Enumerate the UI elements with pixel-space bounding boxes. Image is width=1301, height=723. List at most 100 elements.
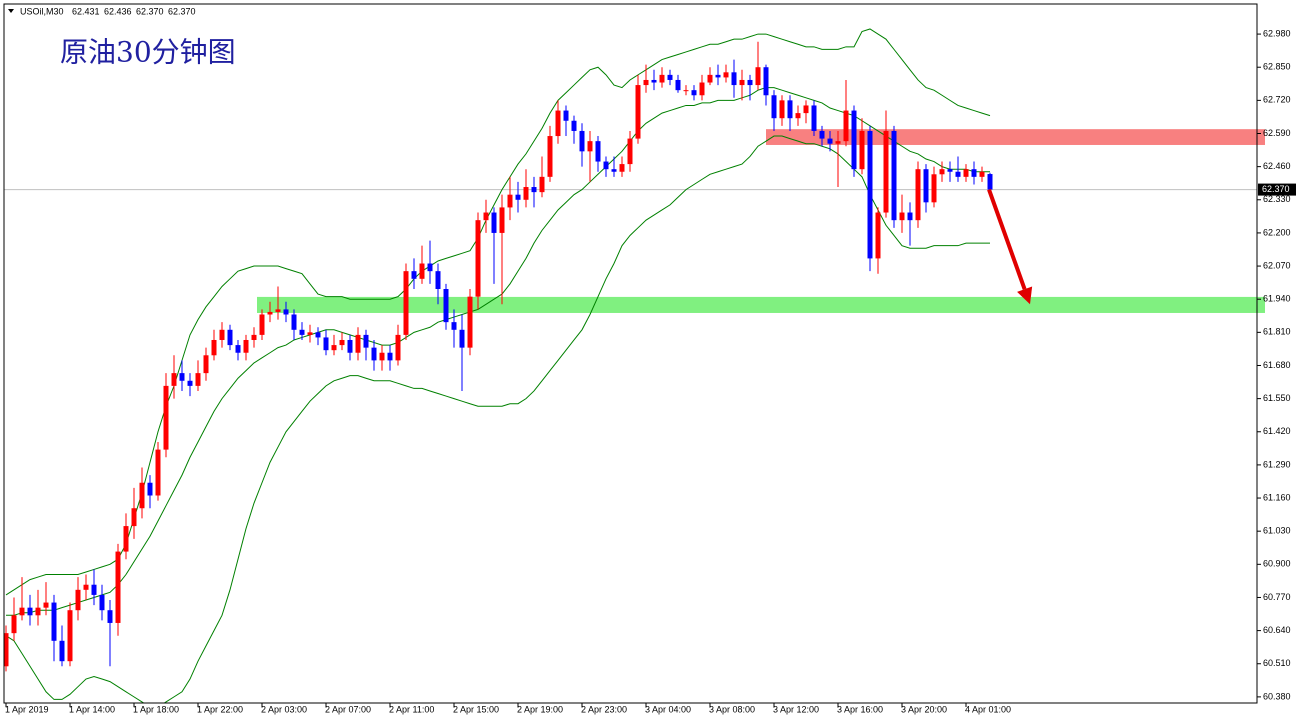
y-tick-label: 61.160: [1263, 492, 1291, 502]
candle-body: [891, 130, 897, 221]
y-tick-label: 60.900: [1263, 559, 1291, 569]
candle-body: [555, 110, 561, 137]
candle-body: [915, 169, 921, 221]
candle-body: [355, 334, 361, 353]
price-zone: [766, 129, 1265, 145]
x-tick-label: 3 Apr 04:00: [645, 704, 691, 714]
candle-body: [379, 352, 385, 361]
quote-high: 62.436: [104, 6, 132, 16]
quote-open: 62.431: [72, 6, 100, 16]
candle-body: [451, 322, 457, 330]
candle-body: [179, 373, 185, 381]
candle-body: [667, 74, 673, 80]
candle-body: [683, 90, 689, 92]
candle-body: [387, 352, 393, 361]
menu-icon: [8, 9, 14, 13]
candle-body: [131, 508, 137, 527]
candle-body: [987, 174, 993, 190]
y-tick-label: 62.330: [1263, 194, 1291, 204]
candle-body: [475, 220, 481, 297]
candle-body: [499, 207, 505, 233]
candle-body: [899, 212, 905, 221]
candle-body: [531, 187, 537, 193]
x-tick-label: 2 Apr 07:00: [325, 704, 371, 714]
arrow-head: [1017, 286, 1033, 305]
x-tick-label: 1 Apr 14:00: [69, 704, 115, 714]
candle-body: [243, 339, 249, 353]
candle-body: [835, 141, 841, 144]
candle-body: [691, 90, 697, 96]
candle-body: [67, 610, 73, 662]
candle-body: [275, 309, 281, 312]
candle-body: [203, 355, 209, 374]
candle-body: [875, 212, 881, 259]
candle-body: [395, 334, 401, 361]
candle-body: [307, 332, 313, 335]
candle-body: [267, 311, 273, 315]
x-tick-label: 4 Apr 01:00: [965, 704, 1011, 714]
quote-close: 62.370: [168, 6, 196, 16]
candle-body: [643, 79, 649, 86]
candle-body: [795, 113, 801, 119]
candle-body: [979, 171, 985, 177]
candle-body: [715, 74, 721, 78]
candle-body: [163, 385, 169, 450]
x-tick-label: 1 Apr 2019: [5, 704, 49, 714]
arrow-shaft: [987, 188, 1027, 290]
candle-body: [763, 67, 769, 96]
x-tick-label: 3 Apr 20:00: [901, 704, 947, 714]
candle-body: [859, 130, 865, 170]
y-tick-label: 61.810: [1263, 327, 1291, 337]
candle-body: [907, 212, 913, 221]
candle-body: [611, 169, 617, 172]
candle-body: [347, 339, 353, 353]
candle-body: [443, 289, 449, 323]
candle-body: [515, 194, 521, 200]
candle-body: [75, 589, 81, 611]
candle-body: [675, 79, 681, 91]
candle-body: [803, 105, 809, 114]
x-tick-label: 2 Apr 15:00: [453, 704, 499, 714]
y-tick-label: 60.640: [1263, 625, 1291, 635]
x-tick-label: 2 Apr 03:00: [261, 704, 307, 714]
candle-body: [547, 136, 553, 177]
candle-body: [259, 314, 265, 335]
candle-body: [755, 67, 761, 86]
candle-body: [947, 169, 953, 172]
current-price-box: [1258, 183, 1296, 196]
candle-body: [563, 110, 569, 121]
candle-body: [299, 329, 305, 335]
candle-body: [595, 141, 601, 162]
candle-body: [227, 329, 233, 346]
candle-body: [4, 633, 9, 667]
y-tick-label: 61.420: [1263, 426, 1291, 436]
candle-body: [107, 610, 113, 623]
candle-body: [187, 380, 193, 386]
x-tick-label: 1 Apr 18:00: [133, 704, 179, 714]
candle-body: [35, 607, 41, 616]
candle-body: [59, 640, 65, 662]
y-tick-label: 62.070: [1263, 260, 1291, 270]
candle-body: [627, 138, 633, 165]
candle-body: [19, 607, 25, 616]
candle-body: [211, 339, 217, 356]
band-line: [5, 135, 990, 703]
candle-body: [235, 345, 241, 353]
candle-body: [139, 482, 145, 509]
candle-body: [731, 72, 737, 86]
candle-body: [171, 373, 177, 386]
y-tick-label: 62.720: [1263, 95, 1291, 105]
candle-body: [867, 130, 873, 259]
y-tick-label: 62.980: [1263, 28, 1291, 38]
candle-body: [971, 169, 977, 177]
x-tick-label: 3 Apr 16:00: [837, 704, 883, 714]
candle-body: [603, 161, 609, 170]
candle-body: [723, 72, 729, 78]
candle-body: [435, 271, 441, 290]
band-line: [6, 87, 990, 616]
candle-body: [827, 138, 833, 144]
price-zone: [257, 296, 1265, 313]
y-tick-label: 61.550: [1263, 393, 1291, 403]
plot-area: [4, 28, 1257, 703]
